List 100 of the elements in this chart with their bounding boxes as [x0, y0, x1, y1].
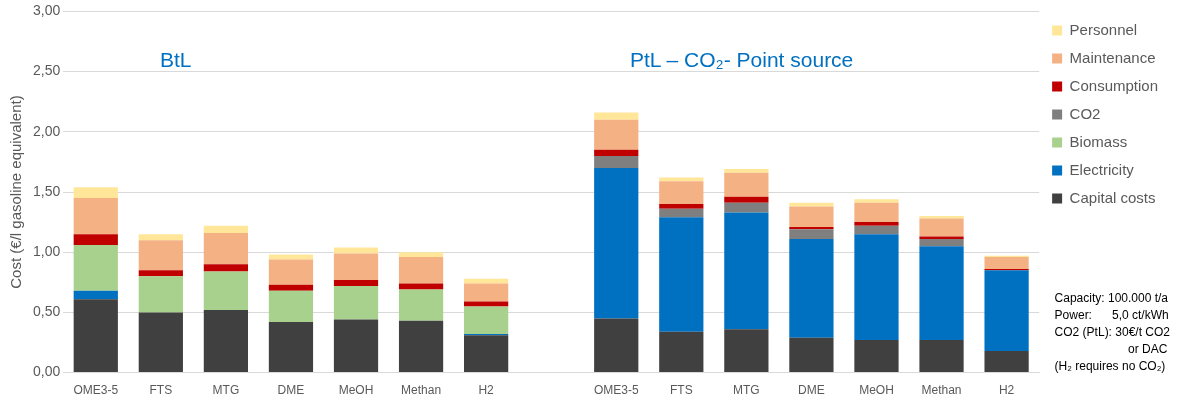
- bar: [464, 306, 509, 335]
- x-tick-label: MeOH: [859, 383, 894, 398]
- bar: [659, 204, 704, 209]
- bar: [919, 238, 964, 247]
- bar: [724, 329, 769, 373]
- bar: [789, 337, 834, 373]
- y-tick-label: 3,00: [33, 2, 61, 19]
- x-tick-label: FTS: [149, 383, 173, 398]
- bar: [398, 257, 444, 284]
- bar: [333, 319, 379, 373]
- bar: [724, 172, 769, 197]
- y-axis-title: Cost (€/l gasoline equivalent): [7, 95, 25, 289]
- bar: [138, 270, 183, 277]
- bar: [268, 290, 314, 323]
- x-tick-label: Methan: [401, 383, 442, 398]
- bar: [398, 320, 444, 373]
- text: Capacity: 100.000 t/a Power: 5,0 ct/kWh CO2 (PtL): 30€/t CO2 or DAC (H₂ requires no CO₂): [1054, 290, 1170, 375]
- bar: [724, 202, 769, 213]
- x-tick-label: H2: [998, 383, 1015, 398]
- y-tick-label: 0,50: [33, 303, 61, 320]
- annotation: BtL: [160, 48, 192, 72]
- y-tick-label: 1,50: [33, 182, 61, 199]
- annotation: PtL – CO₂- Point source: [630, 48, 854, 72]
- x-tick-label: DME: [798, 383, 825, 398]
- y-tick-label: 2,50: [33, 62, 61, 79]
- bar: [73, 244, 118, 291]
- bar: [73, 234, 118, 245]
- bar: [984, 257, 1029, 270]
- bar: [398, 283, 444, 290]
- bar: [398, 289, 444, 321]
- bar: [724, 212, 769, 330]
- bar: [73, 290, 118, 300]
- x-tick-label: MTG: [733, 383, 760, 398]
- bar: [268, 259, 314, 285]
- bar: [594, 318, 639, 373]
- x-tick-label: OME3-5: [73, 383, 119, 398]
- bar: [854, 234, 899, 341]
- bar: [659, 181, 704, 205]
- bar: [73, 299, 118, 373]
- bar: [464, 283, 509, 302]
- legend-label: Biomass: [1069, 132, 1128, 150]
- bar: [333, 285, 379, 320]
- bar: [854, 225, 899, 235]
- bar: [464, 278, 509, 284]
- bar: [138, 276, 183, 313]
- x-tick-label: MTG: [212, 383, 240, 398]
- bar: [594, 149, 639, 156]
- bar: [854, 222, 899, 226]
- bar: [268, 322, 314, 373]
- bar: [789, 206, 834, 227]
- bar: [789, 229, 834, 239]
- y-tick-label: 0,00: [33, 363, 61, 380]
- bar: [203, 232, 249, 265]
- bar: [854, 202, 899, 223]
- legend-label: Personnel: [1069, 20, 1138, 38]
- bar: [724, 196, 769, 203]
- bar: [138, 234, 183, 241]
- bar: [724, 169, 769, 173]
- bar: [73, 198, 118, 235]
- x-tick-label: Methan: [921, 383, 962, 398]
- bar: [919, 218, 964, 237]
- y-tick-label: 1,00: [33, 243, 61, 260]
- bar: [594, 112, 639, 120]
- bar: [854, 199, 899, 203]
- bar: [594, 155, 639, 168]
- bar: [594, 119, 639, 150]
- bar: [919, 246, 964, 341]
- bar: [854, 340, 899, 373]
- legend-label: Capital costs: [1069, 188, 1156, 206]
- bar: [268, 284, 314, 291]
- bar: [333, 279, 379, 286]
- bar: [203, 264, 249, 272]
- x-tick-label: OME3-5: [593, 383, 639, 398]
- bar: [984, 350, 1029, 373]
- bar: [919, 340, 964, 373]
- legend-label: CO2: [1069, 104, 1101, 122]
- bar: [984, 270, 1029, 351]
- bar: [789, 238, 834, 338]
- legend-label: Electricity: [1069, 160, 1135, 178]
- bar: [203, 271, 249, 310]
- legend-label: Maintenance: [1069, 48, 1156, 66]
- bar: [464, 335, 509, 373]
- bar: [594, 167, 639, 319]
- bar: [138, 312, 183, 373]
- bar: [333, 247, 379, 254]
- bar: [333, 253, 379, 280]
- bar: [659, 208, 704, 218]
- bar: [203, 225, 249, 233]
- bar: [659, 331, 704, 373]
- x-tick-label: FTS: [669, 383, 693, 398]
- bar: [73, 187, 118, 199]
- legend-label: Consumption: [1069, 76, 1159, 94]
- x-tick-label: MeOH: [338, 383, 374, 398]
- y-tick-label: 2,00: [33, 122, 61, 139]
- bar: [203, 309, 249, 373]
- bar: [398, 252, 444, 258]
- x-tick-label: DME: [277, 383, 305, 398]
- bar: [138, 240, 183, 271]
- x-tick-label: H2: [478, 383, 495, 398]
- bar: [659, 217, 704, 332]
